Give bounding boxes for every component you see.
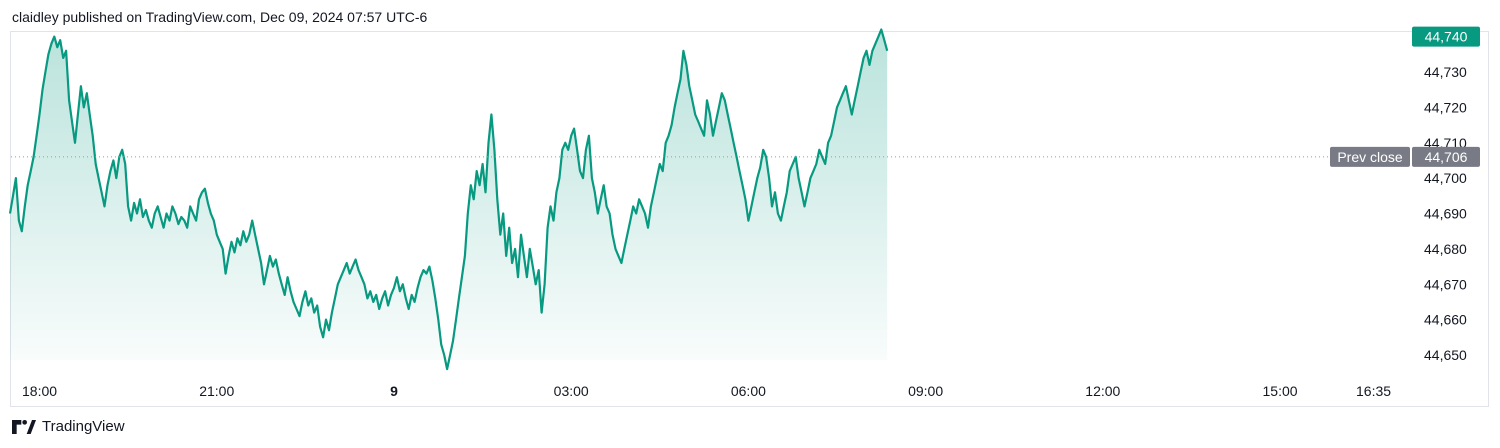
x-tick-label: 09:00 bbox=[908, 383, 943, 399]
price-area-fill bbox=[10, 29, 888, 370]
y-tick-label: 44,660 bbox=[1424, 312, 1467, 328]
y-tick-label: 44,710 bbox=[1424, 135, 1467, 151]
svg-text:Prev close: Prev close bbox=[1337, 149, 1403, 165]
y-tick-label: 44,700 bbox=[1424, 170, 1467, 186]
y-tick-label: 44,690 bbox=[1424, 206, 1467, 222]
price-line[interactable] bbox=[8, 28, 889, 371]
x-tick-label: 21:00 bbox=[199, 383, 234, 399]
x-tick-label: 12:00 bbox=[1085, 383, 1120, 399]
y-tick-label: 44,730 bbox=[1424, 64, 1467, 80]
svg-text:44,740: 44,740 bbox=[1425, 29, 1468, 45]
brand-name[interactable]: TradingView bbox=[42, 418, 125, 435]
x-tick-label: 9 bbox=[390, 383, 398, 399]
x-tick-label: 16:35 bbox=[1356, 383, 1391, 399]
prev-close-value: 44,706 bbox=[1412, 146, 1480, 167]
x-tick-label: 15:00 bbox=[1263, 383, 1298, 399]
svg-text:44,706: 44,706 bbox=[1425, 149, 1468, 165]
x-tick-label: 03:00 bbox=[554, 383, 589, 399]
y-tick-label: 44,720 bbox=[1424, 99, 1467, 115]
x-tick-label: 18:00 bbox=[22, 383, 57, 399]
y-tick-label: 44,670 bbox=[1424, 276, 1467, 292]
y-tick-label: 44,650 bbox=[1424, 347, 1467, 363]
publish-line: claidley published on TradingView.com, D… bbox=[12, 9, 428, 25]
x-tick-label: 06:00 bbox=[731, 383, 766, 399]
prev-close-label: Prev close bbox=[1330, 146, 1410, 167]
tradingview-logo-icon[interactable] bbox=[12, 419, 36, 434]
footer: TradingView bbox=[12, 418, 125, 435]
y-tick-label: 44,680 bbox=[1424, 241, 1467, 257]
last-price-value: 44,740 bbox=[1412, 26, 1480, 47]
